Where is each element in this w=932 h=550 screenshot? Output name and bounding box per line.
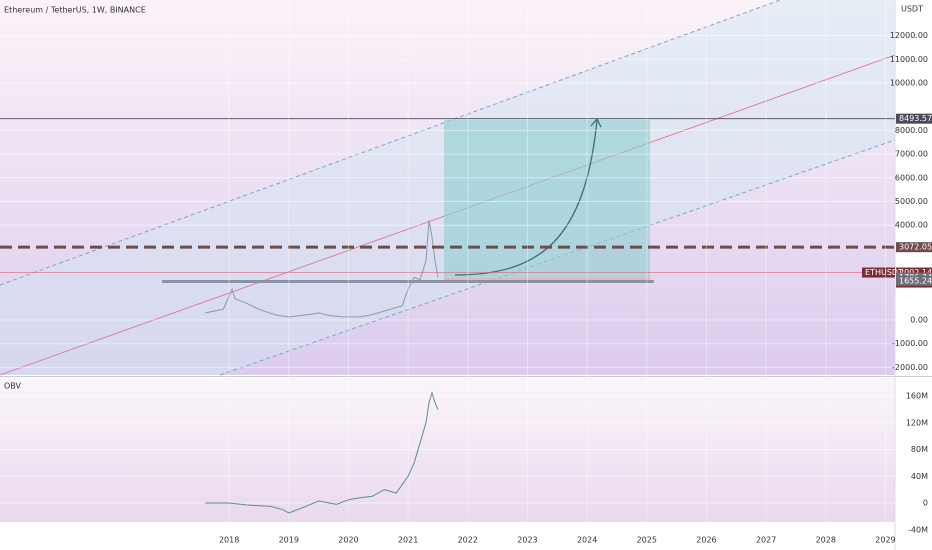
x-tick-label: 2029 (875, 536, 895, 545)
level-tag (896, 267, 932, 278)
time-axis (0, 522, 895, 550)
y-tick-label: -40M (908, 525, 928, 534)
level-label: 8493.57 (899, 114, 932, 123)
unit-label: USDT (901, 5, 923, 14)
x-tick-label: 2025 (637, 536, 657, 545)
x-tick-label: 2020 (338, 536, 358, 545)
x-tick-label: 2027 (756, 536, 776, 545)
level-tag (896, 275, 932, 286)
level-label: 2002.14 (899, 268, 932, 277)
y-tick-label: -2000.00 (892, 363, 928, 372)
series-line (205, 220, 439, 318)
y-tick-label: 6000.00 (895, 173, 928, 182)
x-tick-label: 2019 (279, 536, 299, 545)
projection-arrow (454, 119, 598, 276)
x-tick-label: 2026 (696, 536, 716, 545)
x-tick-label: 2022 (458, 536, 478, 545)
level-tag (896, 242, 932, 253)
y-tick-label: 160M (906, 392, 928, 401)
y-tick-label: 0 (923, 499, 928, 508)
x-tick-label: 2021 (398, 536, 418, 545)
y-tick-label: 40M (911, 472, 928, 481)
level-tag (896, 113, 932, 124)
symbol-label: ETHUSDT (865, 268, 903, 277)
channel-top (0, 0, 781, 286)
y-tick-label: 12000.00 (890, 31, 928, 40)
level-label: 1655.24 (899, 276, 932, 285)
x-tick-label: 2018 (219, 536, 239, 545)
y-tick-label: 80M (911, 445, 928, 454)
x-tick-label: 2024 (577, 536, 597, 545)
y-tick-label: 120M (906, 418, 928, 427)
y-tick-label: 7000.00 (895, 150, 928, 159)
y-tick-label: 4000.00 (895, 221, 928, 230)
pane-title: OBV (4, 382, 22, 391)
level-label: 3072.05 (899, 243, 932, 252)
y-tick-label: 0.00 (910, 316, 928, 325)
series-line (205, 390, 439, 514)
target-zone (444, 120, 650, 278)
x-tick-label: 2023 (517, 536, 537, 545)
y-tick-label: -1000.00 (892, 339, 928, 348)
y-tick-label: 10000.00 (890, 78, 928, 87)
y-tick-label: 8000.00 (895, 126, 928, 135)
chart-title: Ethereum / TetherUS, 1W, BINANCE (4, 6, 146, 15)
symbol-tag (862, 267, 895, 278)
x-tick-label: 2028 (816, 536, 836, 545)
y-tick-label: 11000.00 (890, 55, 928, 64)
y-tick-label: 5000.00 (895, 197, 928, 206)
support-bar (162, 280, 654, 283)
